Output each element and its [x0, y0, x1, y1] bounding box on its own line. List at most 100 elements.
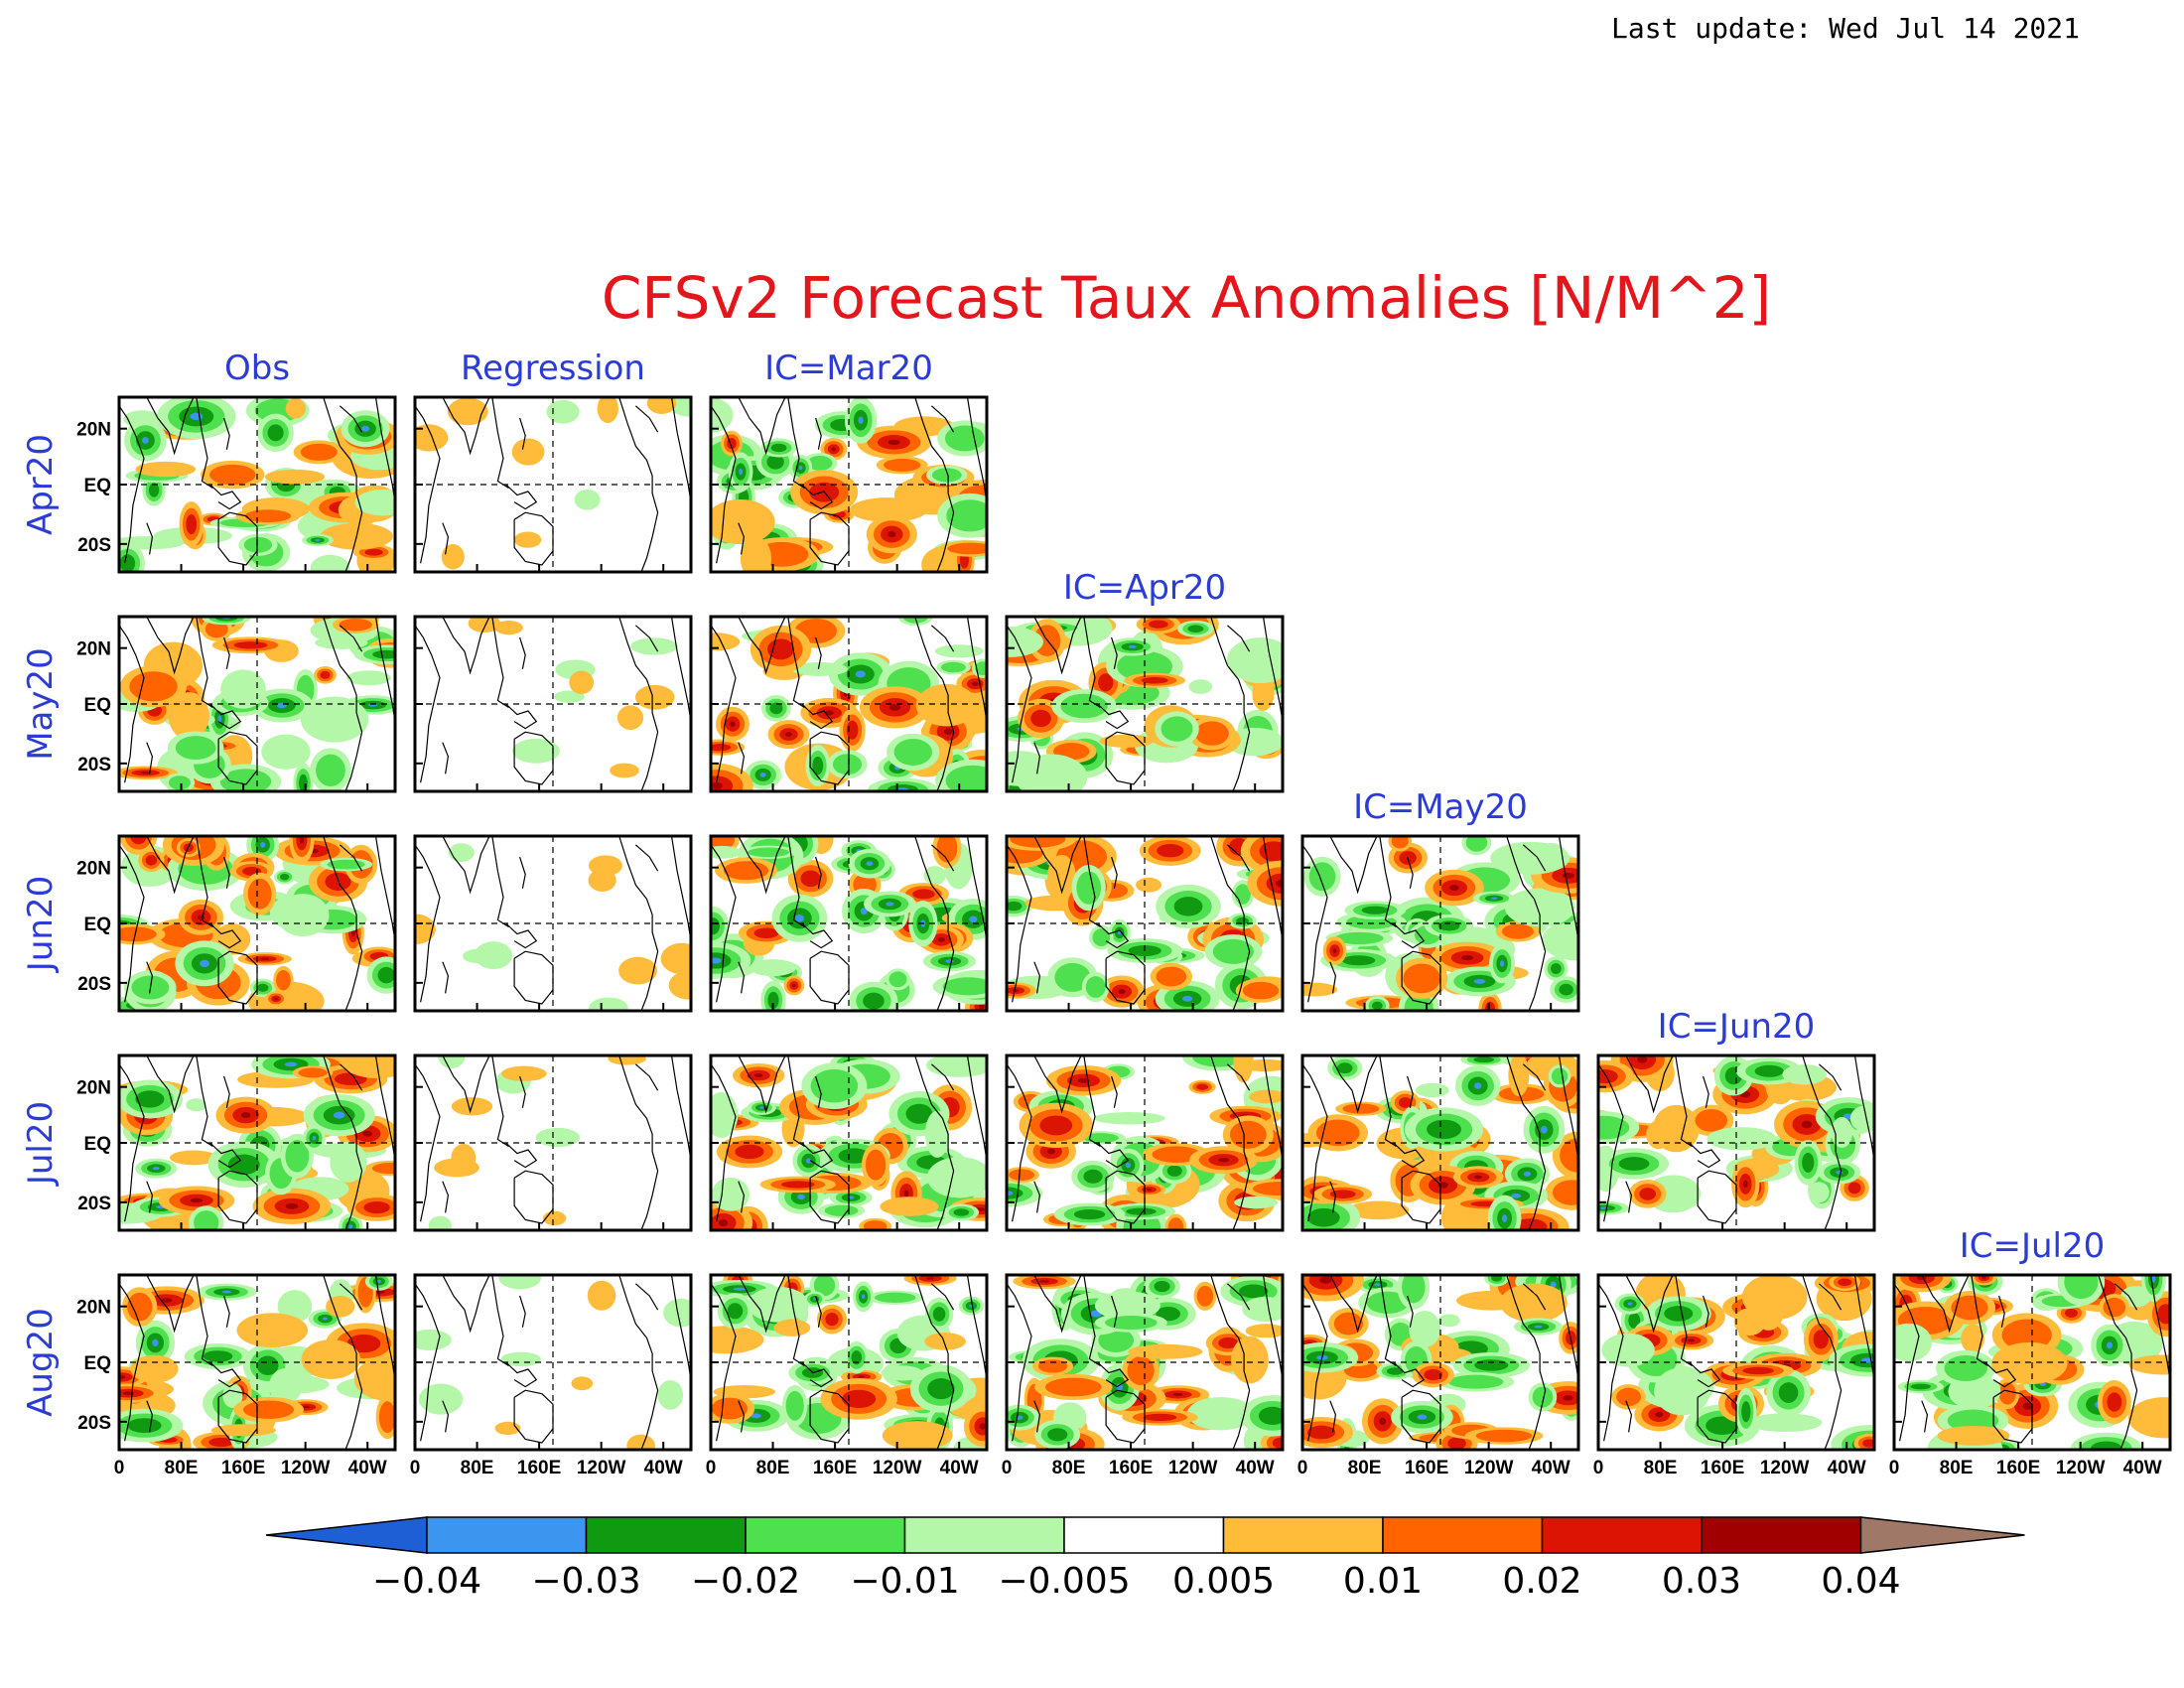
anomaly-blob	[1054, 962, 1091, 992]
anomaly-blob	[759, 773, 766, 777]
anomaly-blob	[785, 732, 792, 737]
anomaly-blob	[170, 1150, 217, 1166]
coastline	[505, 922, 538, 949]
coastline	[196, 397, 213, 490]
anomaly-blob	[711, 781, 723, 790]
anomaly-blob	[2091, 1441, 2122, 1450]
anomaly-blob	[1196, 1083, 1209, 1090]
coastline	[505, 484, 538, 510]
colorbar-label: −0.04	[372, 1561, 481, 1602]
anomaly-blob	[1664, 1306, 1694, 1322]
anomaly-blob	[1474, 1175, 1483, 1180]
anomaly-blob	[362, 1130, 372, 1137]
column-header: IC=Jun20	[1658, 1007, 1816, 1047]
coastline	[196, 1055, 213, 1148]
anomaly-blob	[932, 1307, 946, 1322]
coastline	[146, 397, 195, 456]
lon-tick-label: 0	[1002, 1458, 1013, 1478]
coastline	[491, 397, 509, 490]
anomaly-blob	[302, 1405, 310, 1409]
colorbar-high-arrow	[1859, 1516, 2025, 1554]
anomaly-blob	[267, 424, 284, 442]
lat-tick-label: 20S	[77, 535, 111, 556]
anomaly-blob	[301, 1339, 360, 1380]
anomaly-blob	[1560, 1138, 1578, 1173]
colorbar-label: −0.03	[531, 1561, 640, 1602]
anomaly-blob	[135, 1090, 165, 1108]
anomaly-blob	[511, 438, 545, 466]
anomaly-blob	[730, 721, 736, 727]
anomaly-blob	[711, 845, 742, 859]
map-panel: 20N EQ 20S	[76, 1054, 397, 1232]
coastline	[223, 856, 230, 889]
anomaly-blob	[129, 671, 178, 702]
anomaly-blob	[1646, 1120, 1672, 1150]
anomaly-blob	[589, 997, 628, 1011]
anomaly-blob	[175, 736, 216, 761]
anomaly-blob	[1562, 872, 1574, 879]
anomaly-blob	[554, 690, 585, 703]
anomaly-blob	[1501, 1214, 1508, 1222]
anomaly-blob	[1473, 1056, 1495, 1063]
anomaly-blob	[1118, 988, 1126, 995]
column-header: IC=Jul20	[1960, 1226, 2106, 1266]
anomaly-blob	[200, 959, 209, 968]
coastline	[519, 417, 526, 450]
anomaly-blob	[1187, 625, 1204, 633]
anomaly-blob	[1037, 1359, 1068, 1373]
map-panel: 0 80E 160E 120W 40W	[1593, 1273, 1876, 1478]
anomaly-blob	[797, 1194, 805, 1200]
map-panel	[1300, 1054, 1580, 1232]
anomaly-blob	[1511, 1193, 1522, 1198]
coastline	[1033, 961, 1041, 994]
coastline	[1227, 1063, 1251, 1091]
anomaly-blob	[415, 424, 449, 452]
coastline	[209, 484, 242, 510]
anomaly-blob	[773, 1319, 811, 1336]
coastline	[196, 1275, 213, 1367]
anomaly-blob	[1695, 1109, 1728, 1132]
colorbar-label: −0.005	[998, 1561, 1130, 1602]
anomaly-blob	[1045, 1377, 1102, 1397]
anomaly-blob	[1116, 1383, 1123, 1391]
anomaly-blob	[2128, 1354, 2170, 1375]
anomaly-blob	[800, 870, 821, 888]
coastline	[738, 397, 786, 456]
anomaly-blob	[1782, 1063, 1827, 1085]
colorbar-label: −0.01	[850, 1561, 959, 1602]
anomaly-blob	[923, 866, 946, 886]
lon-tick-label: 160E	[517, 1458, 561, 1478]
lon-tick-label: 80E	[1644, 1458, 1678, 1478]
anomaly-blob	[1154, 1281, 1170, 1293]
coastline	[1007, 625, 1032, 783]
coastline	[787, 397, 805, 490]
coastline	[1111, 856, 1118, 889]
anomaly-blob	[1128, 644, 1137, 648]
coastline	[1033, 1400, 1041, 1433]
anomaly-blob	[825, 1313, 839, 1327]
lat-tick-label: EQ	[84, 1353, 111, 1374]
anomaly-blob	[759, 1106, 764, 1109]
anomaly-blob	[1437, 920, 1460, 931]
anomaly-blob	[243, 1400, 295, 1420]
anomaly-blob	[1831, 1117, 1853, 1148]
coastline	[738, 1181, 746, 1213]
anomaly-blob	[256, 1355, 279, 1375]
anomaly-blob	[285, 1140, 310, 1173]
anomaly-blob	[958, 696, 987, 730]
coastline	[1675, 1055, 1693, 1148]
map-panel: 0 80E 160E 120W 40W	[1002, 1273, 1285, 1478]
anomaly-blob	[1105, 1316, 1158, 1330]
coastline	[223, 1075, 230, 1108]
anomaly-field	[428, 1055, 646, 1230]
coastline	[340, 1063, 363, 1091]
coastline	[670, 836, 691, 941]
coastline	[738, 1275, 786, 1334]
anomaly-field	[1302, 836, 1578, 1011]
anomaly-blob	[924, 1333, 966, 1350]
coastline	[670, 617, 691, 722]
anomaly-blob	[276, 894, 330, 937]
coastline	[1262, 1055, 1283, 1161]
anomaly-blob	[769, 702, 783, 715]
coastline	[931, 1283, 955, 1311]
